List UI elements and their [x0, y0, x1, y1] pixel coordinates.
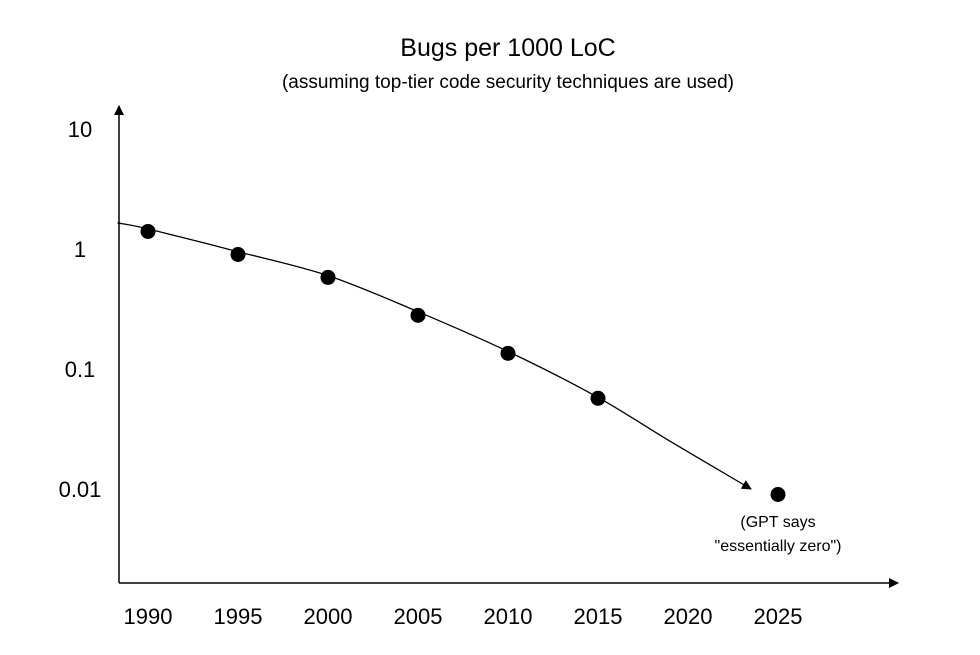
x-tick-label-2025: 2025 [754, 604, 803, 629]
chart-title: Bugs per 1000 LoC [400, 34, 615, 62]
trend-curve [117, 222, 752, 490]
x-tick-labels: 1990 1995 2000 2005 2010 2015 2020 2025 [124, 604, 803, 629]
data-point-2015 [590, 390, 606, 406]
x-tick-label-2010: 2010 [484, 604, 533, 629]
data-point-1990 [140, 223, 156, 239]
data-point-2005 [410, 307, 426, 323]
data-point-2025 [770, 486, 786, 502]
x-tick-label-2005: 2005 [394, 604, 443, 629]
x-tick-label-1995: 1995 [214, 604, 263, 629]
y-tick-label-1: 1 [74, 237, 86, 262]
x-tick-label-2020: 2020 [664, 604, 713, 629]
y-tick-label-0-01: 0.01 [59, 477, 102, 502]
annotation-line-1: (GPT says [740, 514, 815, 531]
x-tick-label-1990: 1990 [124, 604, 173, 629]
chart-subtitle: (assuming top-tier code security techniq… [282, 72, 734, 93]
data-point-2000 [320, 269, 336, 285]
data-point-1995 [230, 246, 246, 262]
data-points [140, 223, 786, 502]
y-tick-label-10: 10 [68, 117, 92, 142]
gpt-annotation: (GPT says "essentially zero") [715, 514, 842, 555]
data-point-2010 [500, 345, 516, 361]
x-tick-label-2000: 2000 [304, 604, 353, 629]
x-tick-label-2015: 2015 [574, 604, 623, 629]
y-tick-labels: 10 1 0.1 0.01 [59, 117, 102, 502]
annotation-line-2: "essentially zero") [715, 538, 842, 555]
y-tick-label-0-1: 0.1 [65, 357, 96, 382]
